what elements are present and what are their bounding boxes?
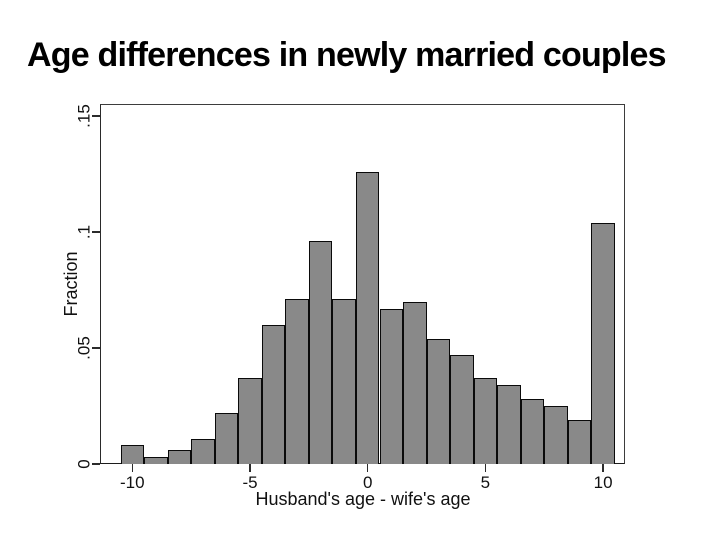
histogram-bar: [355, 171, 380, 464]
x-tick-label: -10: [120, 473, 145, 492]
histogram-bar: [591, 222, 615, 464]
y-tick-label: .15: [74, 103, 94, 128]
histogram-bar: [120, 445, 144, 464]
x-axis-title: Husband's age - wife's age: [255, 489, 471, 509]
x-tick-mark: [602, 464, 604, 472]
slide-title: Age differences in newly married couples: [27, 36, 667, 74]
histogram-bar: [285, 299, 309, 464]
x-tick-label: 10: [593, 473, 613, 492]
histogram-bar: [426, 338, 450, 464]
histogram-bar: [497, 385, 521, 464]
x-tick-mark: [131, 464, 133, 472]
histogram-bar: [379, 308, 403, 464]
histogram-bar: [144, 457, 168, 464]
y-axis-title: Fraction: [61, 251, 81, 317]
histogram-bar: [167, 450, 192, 464]
x-tick-mark: [366, 464, 369, 472]
y-tick-mark: [92, 463, 100, 465]
histogram-bar: [473, 378, 498, 464]
x-tick-mark: [249, 464, 251, 472]
x-tick-label: -5: [242, 473, 258, 492]
histogram-bar: [520, 399, 545, 464]
histogram-bar: [403, 301, 427, 464]
y-tick-mark: [92, 231, 100, 233]
histogram-bar: [261, 324, 286, 464]
histogram-bar: [332, 299, 356, 464]
histogram-bar: [214, 412, 239, 464]
histogram-bar: [191, 438, 215, 464]
histogram-bar: [308, 241, 333, 464]
x-tick-label: 5: [480, 473, 491, 492]
y-tick-mark: [92, 347, 100, 349]
x-tick-label: 0: [362, 473, 373, 492]
histogram-bar: [450, 354, 474, 464]
y-tick-label: .1: [74, 224, 94, 239]
x-tick-mark: [484, 464, 487, 472]
histogram-bar: [238, 378, 262, 464]
y-tick-label: .05: [74, 336, 94, 360]
histogram-bar: [544, 406, 568, 464]
plot-area: [100, 104, 625, 464]
histogram-bar: [567, 419, 592, 464]
y-tick-label: 0: [74, 459, 94, 469]
y-tick-mark: [92, 115, 100, 117]
